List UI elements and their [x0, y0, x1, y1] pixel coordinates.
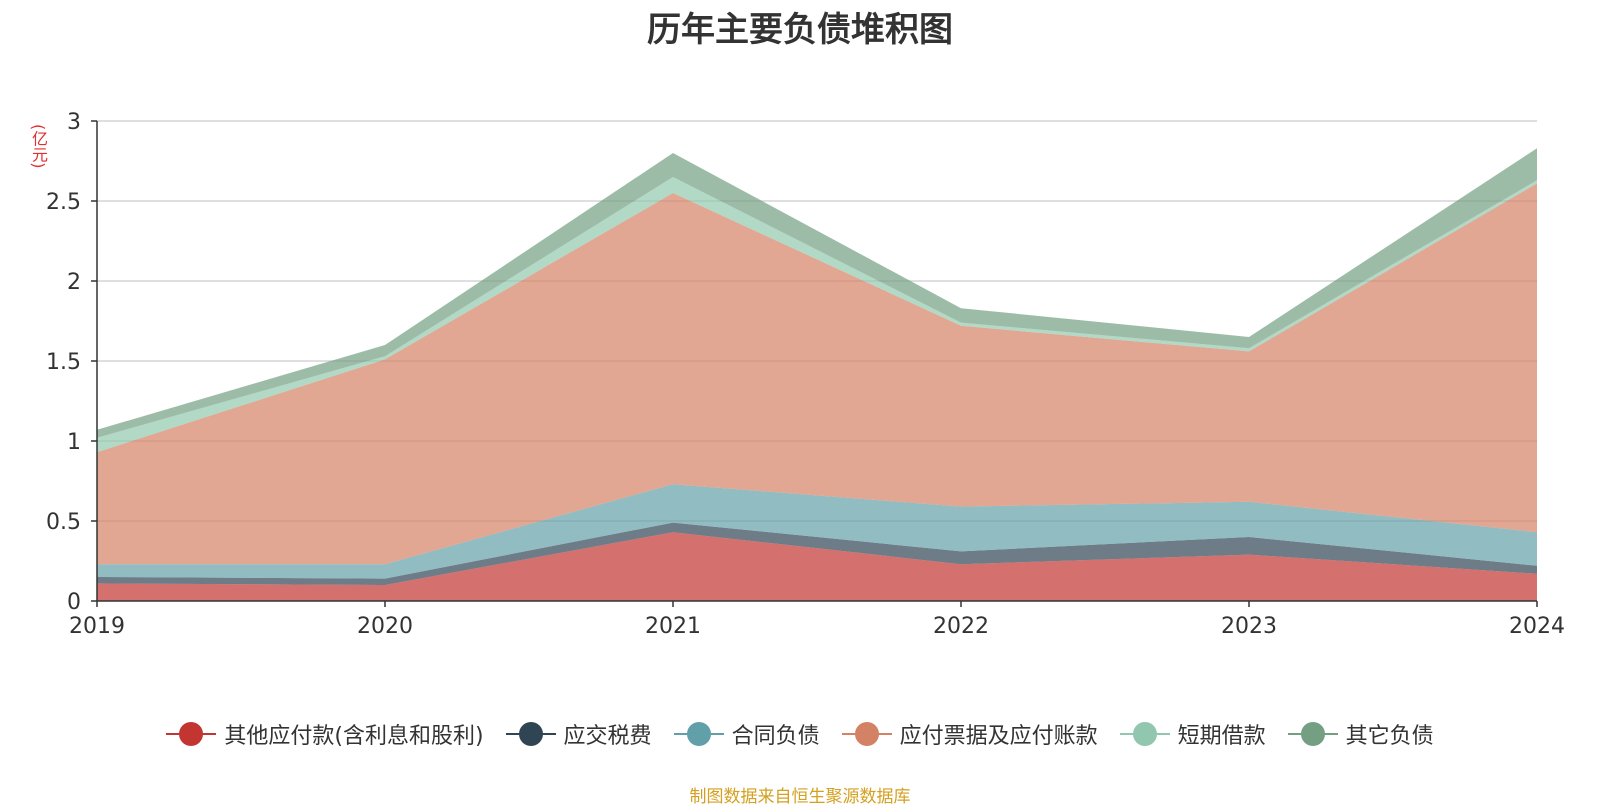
legend-item[interactable]: 应付票据及应付账款 — [841, 718, 1098, 750]
axes — [91, 120, 1538, 607]
legend-marker-icon — [841, 722, 892, 746]
x-tick-label: 2023 — [1221, 614, 1277, 639]
source-note: 制图数据来自恒生聚源数据库 — [689, 787, 911, 807]
legend-label: 短期借款 — [1177, 724, 1266, 749]
legend: 其他应付款(含利息和股利) 应交税费 合同负债 应付票据及应付账款 短期借款 其它负债 — [0, 718, 1600, 750]
x-tick-label: 2021 — [645, 614, 701, 639]
legend-label: 其它负债 — [1345, 724, 1434, 749]
legend-marker-icon — [673, 722, 724, 746]
area-series-3 — [97, 183, 1537, 565]
area-series-0 — [97, 532, 1537, 601]
y-axis-unit-label: (亿元) — [29, 123, 48, 169]
legend-item[interactable]: 应交税费 — [505, 718, 652, 750]
y-tick-label: 0.5 — [46, 510, 81, 535]
area-series-2 — [97, 484, 1537, 579]
y-tick-label: 1.5 — [46, 350, 81, 375]
x-tick-label: 2020 — [357, 614, 413, 639]
x-tick-label: 2022 — [933, 614, 989, 639]
x-tick-label: 2019 — [69, 614, 125, 639]
y-tick-label: 2 — [67, 270, 81, 295]
legend-label: 合同负债 — [731, 724, 820, 749]
y-tick-label: 2.5 — [46, 190, 81, 215]
legend-label: 应交税费 — [563, 724, 652, 749]
y-tick-label: 3 — [67, 110, 81, 135]
legend-marker-icon — [505, 722, 556, 746]
legend-item[interactable]: 短期借款 — [1119, 718, 1266, 750]
x-tick-label: 2024 — [1509, 614, 1565, 639]
legend-item[interactable]: 合同负债 — [673, 718, 820, 750]
legend-label: 应付票据及应付账款 — [899, 724, 1098, 749]
legend-item[interactable]: 其它负债 — [1287, 718, 1434, 750]
legend-item[interactable]: 其他应付款(含利息和股利) — [166, 718, 484, 750]
y-tick-label: 1 — [67, 430, 81, 455]
legend-marker-icon — [1287, 722, 1338, 746]
legend-marker-icon — [166, 722, 217, 746]
area-series-1 — [97, 522, 1537, 585]
tick-labels: 0 0.5 1 1.5 2 2.5 3 2019 2020 2021 2022 2023 2024 — [46, 110, 1565, 639]
y-tick-label: 0 — [67, 590, 81, 615]
chart-title: 历年主要负债堆积图 — [647, 10, 953, 50]
legend-label: 其他应付款(含利息和股利) — [224, 724, 484, 749]
area-series-layer — [97, 148, 1537, 601]
stacked-area-chart: 0 0.5 1 1.5 2 2.5 3 2019 2020 2021 2022 2023 2024 — [46, 110, 1565, 639]
legend-marker-icon — [1119, 722, 1170, 746]
